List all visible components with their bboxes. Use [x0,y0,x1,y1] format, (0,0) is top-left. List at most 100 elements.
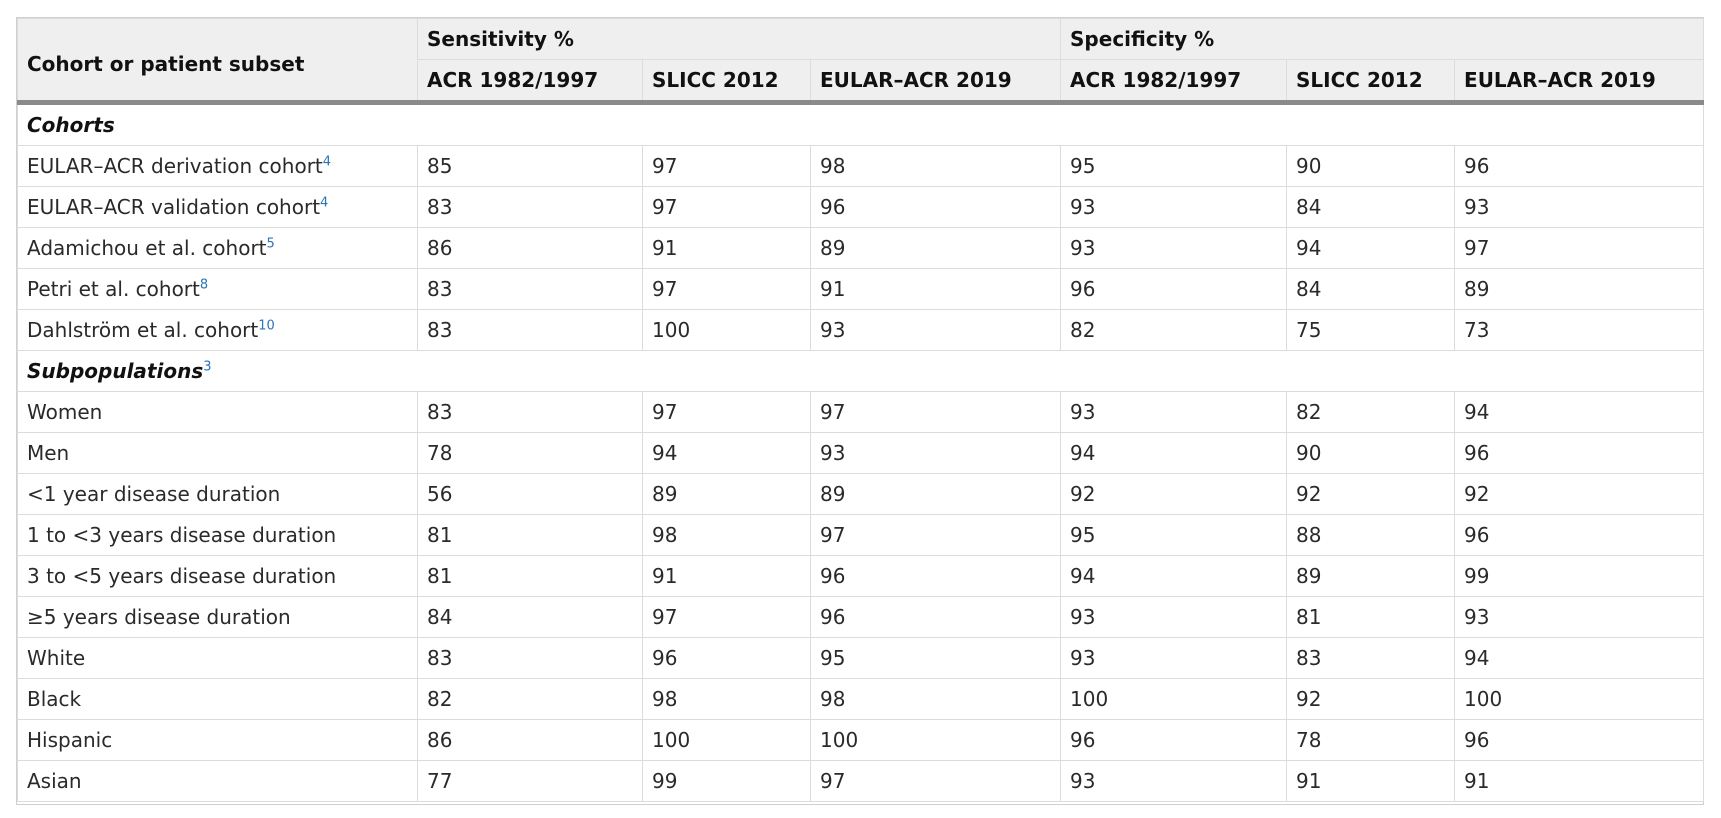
value-cell: 93 [809,432,1062,474]
reference-link[interactable]: 8 [199,277,209,293]
value-cell: 92 [1060,473,1288,515]
table-row: EULAR–ACR validation cohort4 83 97 96 93 84 93 [17,186,1705,228]
value-cell: 97 [1454,227,1705,269]
value-cell: 89 [809,227,1062,269]
value-cell: 83 [1286,637,1456,679]
value-cell: 84 [1286,268,1456,310]
reference-link[interactable]: 3 [203,359,212,375]
row-label: Adamichou et al. cohort [27,236,267,260]
row-label-cell: 3 to <5 years disease duration [17,555,418,597]
value-cell: 75 [1286,309,1456,351]
row-label: Asian [27,769,82,793]
value-cell: 83 [417,309,643,351]
value-cell: 98 [809,678,1062,720]
table-row: ≥5 years disease duration 84 97 96 93 81 93 [17,596,1705,638]
row-label-cell: EULAR–ACR derivation cohort4 [17,145,418,187]
value-cell: 89 [1286,555,1456,597]
value-cell: 99 [1454,555,1705,597]
row-label-cell: Adamichou et al. cohort5 [17,227,418,269]
value-cell: 97 [642,391,811,433]
value-cell: 91 [642,227,811,269]
value-cell: 89 [642,473,811,515]
value-cell: 97 [642,596,811,638]
value-cell: 86 [417,227,643,269]
value-cell: 97 [642,186,811,228]
value-cell: 98 [642,514,811,556]
value-cell: 97 [809,760,1062,802]
value-cell: 95 [1060,514,1288,556]
reference-link[interactable]: 4 [322,154,332,170]
value-cell: 100 [1060,678,1288,720]
row-label-cell: 1 to <3 years disease duration [17,514,418,556]
value-cell: 97 [809,391,1062,433]
value-cell: 83 [417,268,643,310]
row-label-cell: EULAR–ACR validation cohort4 [17,186,418,228]
value-cell: 96 [642,637,811,679]
value-cell: 77 [417,760,643,802]
value-cell: 91 [809,268,1062,310]
value-cell: 96 [809,186,1062,228]
section-row: Subpopulations3 [16,350,1705,392]
value-cell: 83 [417,637,643,679]
col-header-sens-slicc: SLICC 2012 [642,59,811,105]
sensitivity-group-header: Sensitivity % [416,18,1062,60]
value-cell: 91 [642,555,811,597]
col-header-spec-eular: EULAR–ACR 2019 [1454,59,1705,105]
value-cell: 92 [1286,473,1456,515]
row-label-cell: <1 year disease duration [17,473,418,515]
value-cell: 94 [1454,637,1705,679]
value-cell: 94 [642,432,811,474]
criteria-performance-table: Cohort or patient subset Sensitivity % S… [16,18,1705,802]
value-cell: 96 [1454,719,1705,761]
row-label: Men [27,441,70,465]
table-row: White 83 96 95 93 83 94 [17,637,1705,679]
col-header-sens-acr: ACR 1982/1997 [417,59,643,105]
value-cell: 84 [1286,186,1456,228]
value-cell: 94 [1060,555,1288,597]
value-cell: 93 [1454,186,1705,228]
value-cell: 100 [809,719,1062,761]
row-label: Petri et al. cohort [27,277,200,301]
value-cell: 93 [1060,760,1288,802]
value-cell: 100 [642,719,811,761]
table-row: EULAR–ACR derivation cohort4 85 97 98 95 90 96 [17,145,1705,187]
row-label-cell: White [17,637,418,679]
value-cell: 89 [1454,268,1705,310]
reference-link[interactable]: 4 [320,195,329,211]
value-cell: 96 [809,596,1062,638]
row-label: Black [27,687,82,711]
value-cell: 81 [417,514,643,556]
row-label-cell: Dahlström et al. cohort10 [17,309,418,351]
value-cell: 97 [642,268,811,310]
table-body: Cohorts EULAR–ACR derivation cohort4 85 97 9… [16,102,1705,802]
table-row: 3 to <5 years disease duration 81 91 96 94 89… [17,555,1705,597]
value-cell: 93 [1060,186,1288,228]
col-header-spec-slicc: SLICC 2012 [1286,59,1456,105]
row-label: 3 to <5 years disease duration [27,564,337,588]
value-cell: 88 [1286,514,1456,556]
row-label: Women [27,400,103,424]
value-cell: 96 [1060,268,1288,310]
value-cell: 95 [1060,145,1288,187]
value-cell: 95 [809,637,1062,679]
reference-link[interactable]: 5 [266,236,275,252]
value-cell: 93 [1060,637,1288,679]
section-row: Cohorts [16,102,1705,146]
col-header-spec-acr: ACR 1982/1997 [1060,59,1288,105]
row-label-cell: Women [17,391,418,433]
section-title-cell: Cohorts [16,102,1705,146]
value-cell: 96 [1454,145,1705,187]
value-cell: 97 [642,145,811,187]
value-cell: 93 [809,309,1062,351]
table-row: Black 82 98 98 100 92 100 [17,678,1705,720]
reference-link[interactable]: 10 [258,318,275,334]
row-label-cell: Black [17,678,418,720]
value-cell: 82 [1060,309,1288,351]
value-cell: 84 [417,596,643,638]
value-cell: 92 [1286,678,1456,720]
value-cell: 83 [417,391,643,433]
value-cell: 94 [1286,227,1456,269]
row-label: Hispanic [27,728,113,752]
table-row: Women 83 97 97 93 82 94 [17,391,1705,433]
value-cell: 91 [1286,760,1456,802]
